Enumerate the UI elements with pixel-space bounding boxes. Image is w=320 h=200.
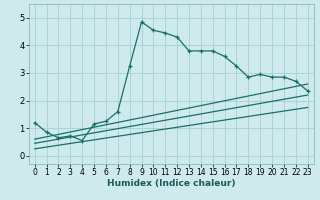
X-axis label: Humidex (Indice chaleur): Humidex (Indice chaleur) [107, 179, 236, 188]
